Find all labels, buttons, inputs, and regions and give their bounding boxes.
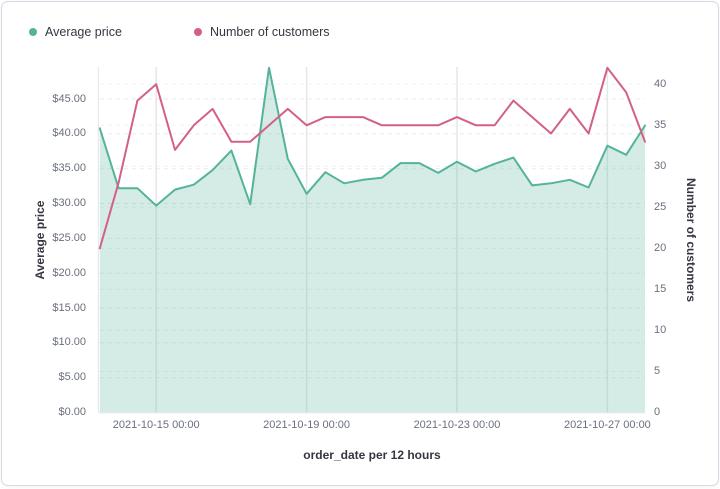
y-axis-right-tick-label: 10 [654, 323, 667, 336]
y-axis-right-tick-label: 35 [654, 118, 667, 131]
number-of-customers-line-series [98, 66, 646, 250]
legend-label-number-of-customers: Number of customers [210, 25, 330, 39]
y-axis-right-tick-label: 40 [654, 77, 667, 90]
x-axis-tick-label: 2021-10-23 00:00 [413, 419, 501, 431]
average-price-area-fill [99, 67, 646, 413]
y-axis-left-tick-label: $30.00 [52, 197, 86, 210]
y-axis-left-tick-label: $15.00 [52, 301, 86, 314]
y-axis-right-tick-label: 0 [654, 406, 661, 418]
legend-item-average-price[interactable]: Average price [29, 24, 122, 40]
average-price-series-dot-icon [29, 28, 37, 36]
x-axis-title: order_date per 12 hours [303, 448, 441, 462]
y-axis-left-tick-label: $25.00 [52, 231, 86, 244]
x-axis-tick-label: 2021-10-19 00:00 [263, 419, 351, 431]
left-axis-title: Average price [33, 200, 47, 280]
x-axis-tick-label: 2021-10-15 00:00 [112, 419, 200, 431]
y-axis-right-tick-label: 15 [654, 282, 667, 295]
x-axis-tick-label: 2021-10-27 00:00 [563, 419, 651, 431]
y-axis-left-tick-label: $20.00 [52, 266, 86, 279]
average-price-line-series [98, 66, 646, 207]
y-axis-left-tick-label: $45.00 [52, 92, 86, 105]
y-axis-left-tick-label: $40.00 [52, 127, 86, 140]
y-axis-left-tick-label: $10.00 [52, 336, 86, 349]
legend-item-number-of-customers[interactable]: Number of customers [194, 24, 329, 40]
legend: Average price Number of customers [2, 24, 720, 40]
y-axis-right-tick-label: 25 [654, 200, 667, 213]
y-axis-left-tick-label: $0.00 [58, 406, 86, 418]
y-axis-left-tick-label: $5.00 [58, 371, 86, 384]
y-axis-left-tick-label: $35.00 [52, 162, 86, 175]
y-axis-right-tick-label: 30 [654, 159, 667, 172]
y-axis-right-tick-label: 20 [654, 241, 667, 254]
number-of-customers-series-dot-icon [194, 28, 202, 36]
right-axis-title: Number of customers [684, 177, 698, 303]
legend-label-average-price: Average price [45, 25, 122, 39]
y-axis-right-tick-label: 5 [654, 364, 661, 377]
